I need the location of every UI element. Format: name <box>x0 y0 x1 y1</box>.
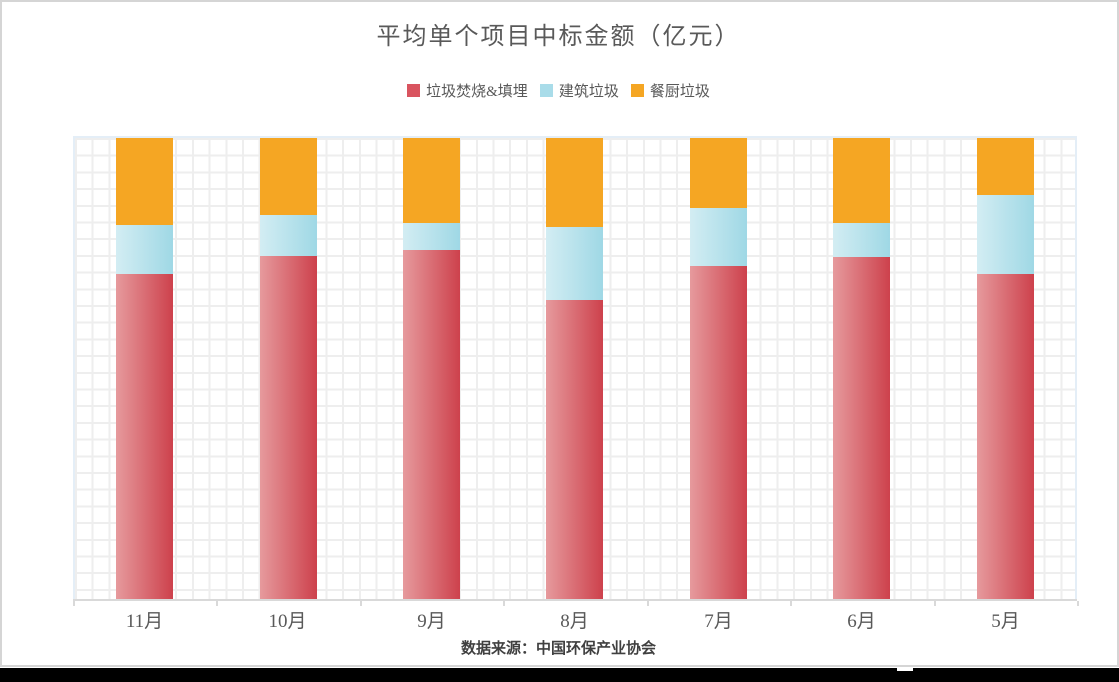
bar-segment-餐厨垃圾 <box>977 138 1034 195</box>
bar-segment-餐厨垃圾 <box>403 138 460 223</box>
legend: 垃圾焚烧&填埋 建筑垃圾 餐厨垃圾 <box>0 80 1117 101</box>
bar-9月 <box>403 138 460 599</box>
legend-label: 餐厨垃圾 <box>649 84 710 100</box>
source-note: 数据来源：中国环保产业协会 <box>460 641 656 657</box>
legend-swatch-icon <box>407 84 421 97</box>
bar-segment-餐厨垃圾 <box>690 138 747 208</box>
bar-6月 <box>833 138 890 599</box>
bar-7月 <box>690 138 747 599</box>
bar-segment-垃圾焚烧&填埋 <box>546 299 603 599</box>
x-axis-tick <box>647 601 649 606</box>
bar-segment-建筑垃圾 <box>260 215 317 257</box>
legend-label: 建筑垃圾 <box>558 84 619 100</box>
bar-segment-垃圾焚烧&填埋 <box>833 256 890 599</box>
bar-segment-餐厨垃圾 <box>260 138 317 216</box>
x-axis-label-9月: 9月 <box>417 611 446 632</box>
bar-segment-餐厨垃圾 <box>833 138 890 223</box>
bar-segment-建筑垃圾 <box>690 207 747 266</box>
plot-area <box>73 136 1077 599</box>
bar-8月 <box>546 138 603 599</box>
legend-item-0: 垃圾焚烧&填埋 <box>407 80 528 101</box>
legend-item-2: 餐厨垃圾 <box>630 80 710 101</box>
bar-segment-垃圾焚烧&填埋 <box>690 265 747 599</box>
bar-segment-垃圾焚烧&填埋 <box>116 274 173 599</box>
x-axis-label-5月: 5月 <box>991 611 1020 632</box>
x-axis-tick <box>73 601 75 606</box>
legend-label: 垃圾焚烧&填埋 <box>426 84 528 100</box>
bar-11月 <box>116 138 173 599</box>
x-axis-tick <box>790 601 792 606</box>
x-axis-label-11月: 11月 <box>125 611 164 632</box>
bar-segment-建筑垃圾 <box>403 222 460 250</box>
x-axis-tick <box>360 601 362 606</box>
x-axis-tick <box>216 601 218 606</box>
bar-5月 <box>977 138 1034 599</box>
x-axis-line <box>73 599 1077 601</box>
bar-segment-餐厨垃圾 <box>116 138 173 226</box>
legend-swatch-icon <box>630 84 644 97</box>
bar-segment-建筑垃圾 <box>833 222 890 257</box>
x-axis-label-6月: 6月 <box>847 611 876 632</box>
legend-swatch-icon <box>539 84 553 97</box>
chart-title: 平均单个项目中标金额（亿元） <box>376 24 741 50</box>
bar-segment-建筑垃圾 <box>116 225 173 274</box>
bar-segment-垃圾焚烧&填埋 <box>977 274 1034 599</box>
x-axis-label-7月: 7月 <box>704 611 733 632</box>
legend-item-1: 建筑垃圾 <box>539 80 619 101</box>
x-axis-tick <box>934 601 936 606</box>
x-axis-label-10月: 10月 <box>268 611 307 632</box>
bar-segment-建筑垃圾 <box>546 226 603 300</box>
bar-segment-垃圾焚烧&填埋 <box>403 249 460 599</box>
x-axis-label-8月: 8月 <box>560 611 589 632</box>
bar-10月 <box>260 138 317 599</box>
bar-segment-餐厨垃圾 <box>546 138 603 227</box>
bar-segment-垃圾焚烧&填埋 <box>260 256 317 599</box>
bottom-bar <box>0 667 1119 682</box>
progress-marker <box>897 667 913 671</box>
x-axis-tick <box>503 601 505 606</box>
bar-segment-建筑垃圾 <box>977 194 1034 275</box>
x-axis-tick <box>1077 601 1079 606</box>
